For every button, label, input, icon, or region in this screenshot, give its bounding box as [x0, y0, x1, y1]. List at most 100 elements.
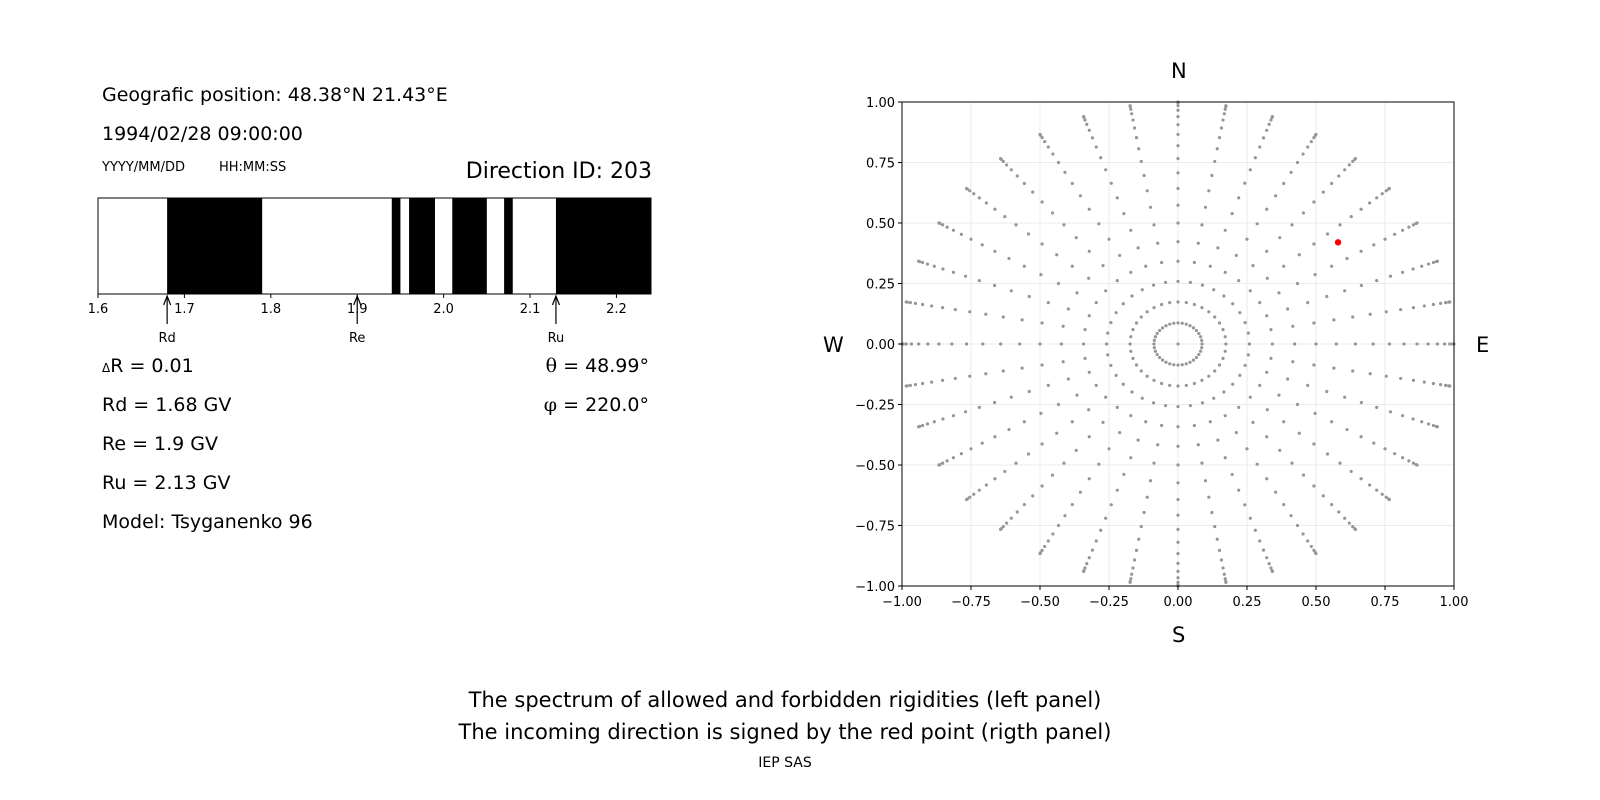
polar-y-tick-label: 0.75: [866, 157, 895, 172]
direction-grid-point: [1368, 372, 1372, 376]
direction-grid-point: [1248, 395, 1252, 399]
direction-grid-point: [1128, 580, 1132, 584]
direction-grid-point: [1359, 400, 1363, 405]
direction-grid-point: [1176, 463, 1180, 467]
direction-grid-point: [1291, 324, 1295, 328]
direction-grid-point: [1022, 264, 1026, 268]
direction-grid-point: [1082, 569, 1086, 574]
direction-grid-point: [1140, 288, 1144, 292]
direction-grid-point: [984, 483, 988, 487]
forbidden-band: [452, 198, 487, 294]
direction-grid-point: [1219, 126, 1224, 130]
direction-grid-point: [1407, 225, 1411, 229]
direction-grid-point: [1152, 342, 1156, 346]
direction-grid-point: [1031, 190, 1035, 194]
direction-grid-point: [1129, 577, 1133, 581]
direction-grid-point: [1438, 382, 1443, 387]
direction-grid-point: [1261, 548, 1266, 552]
direction-grid-point: [1176, 114, 1180, 119]
direction-grid-point: [1176, 580, 1180, 584]
direction-grid-point: [1130, 294, 1134, 298]
direction-grid-point: [1075, 393, 1079, 397]
direction-grid-point: [1200, 306, 1204, 310]
direction-grid-point: [1353, 527, 1358, 531]
direction-grid-point: [1157, 328, 1162, 333]
direction-grid-point: [1085, 122, 1089, 126]
direction-grid-point: [1083, 356, 1087, 360]
direction-grid-point: [1152, 378, 1156, 382]
direction-grid-point: [1230, 472, 1234, 477]
direction-grid-point: [1087, 207, 1091, 211]
direction-grid-point: [998, 157, 1003, 161]
direction-grid-point: [1325, 452, 1330, 456]
direction-grid-point: [1176, 221, 1180, 225]
direction-grid-point: [1070, 502, 1074, 507]
direction-grid-point: [1192, 260, 1196, 265]
direction-grid-point: [1106, 353, 1110, 357]
direction-grid-point: [1222, 294, 1226, 298]
direction-grid-point: [964, 342, 969, 346]
direction-grid-point: [1160, 423, 1164, 428]
direction-grid-point: [1176, 384, 1180, 388]
direction-grid-point: [1306, 383, 1310, 387]
direction-grid-point: [1197, 352, 1201, 357]
incoming-direction-point: [1334, 239, 1342, 246]
direction-grid-point: [1347, 521, 1351, 525]
direction-grid-point: [913, 301, 918, 306]
direction-grid-point: [1083, 118, 1087, 122]
caption-line-2: The incoming direction is signed by the …: [458, 720, 1112, 744]
direction-grid-point: [1129, 456, 1133, 460]
direction-grid-point: [1312, 548, 1316, 552]
direction-grid-point: [1168, 322, 1172, 326]
direction-grid-point: [1289, 514, 1293, 518]
direction-grid-point: [1255, 462, 1259, 466]
spectrum-tick-label: 1.8: [260, 302, 281, 317]
direction-grid-point: [1107, 447, 1111, 451]
direction-grid-point: [1448, 300, 1452, 304]
direction-grid-point: [1061, 360, 1065, 364]
direction-grid-point: [1176, 108, 1180, 112]
direction-grid-point: [1221, 566, 1225, 570]
direction-grid-point: [1295, 402, 1300, 407]
direction-grid-point: [1347, 163, 1351, 167]
direction-grid-point: [1265, 556, 1269, 560]
direction-grid-point: [951, 270, 955, 274]
direction-grid-point: [1371, 342, 1375, 346]
direction-grid-point: [1368, 483, 1372, 487]
direction-grid-point: [1234, 430, 1238, 435]
direction-grid-point: [1109, 181, 1113, 185]
direction-grid-point: [1213, 315, 1217, 319]
direction-grid-point: [972, 192, 976, 196]
direction-grid-point: [1134, 136, 1139, 140]
direction-grid-point: [1200, 283, 1205, 287]
direction-grid-point: [963, 410, 968, 414]
direction-grid-point: [1278, 448, 1282, 452]
direction-grid-point: [1384, 374, 1388, 378]
direction-grid-point: [1144, 420, 1148, 424]
direction-grid-point: [951, 456, 955, 460]
direction-grid-point: [1431, 302, 1436, 307]
direction-grid-point: [1040, 321, 1044, 325]
direction-grid-point: [1269, 328, 1273, 332]
direction-grid-point: [920, 260, 925, 265]
direction-grid-point: [1118, 253, 1122, 258]
direction-grid-point: [1022, 181, 1026, 186]
direction-grid-point: [953, 376, 957, 381]
direction-grid-point: [1122, 211, 1126, 216]
direction-grid-point: [1297, 431, 1301, 435]
direction-grid-point: [1051, 532, 1055, 536]
direction-grid-point: [945, 459, 949, 463]
direction-grid-point: [1192, 302, 1196, 307]
direction-grid-point: [1270, 342, 1274, 346]
direction-grid-point: [1129, 414, 1133, 418]
direction-grid-point: [1129, 349, 1133, 353]
direction-grid-point: [1188, 280, 1193, 284]
direction-grid-point: [1265, 477, 1269, 481]
direction-grid-point: [917, 342, 921, 346]
direction-grid-point: [1131, 118, 1135, 122]
direction-grid-point: [1222, 112, 1226, 116]
direction-grid-point: [1200, 223, 1204, 227]
direction-grid-point: [941, 378, 945, 382]
direction-grid-point: [1155, 331, 1159, 336]
